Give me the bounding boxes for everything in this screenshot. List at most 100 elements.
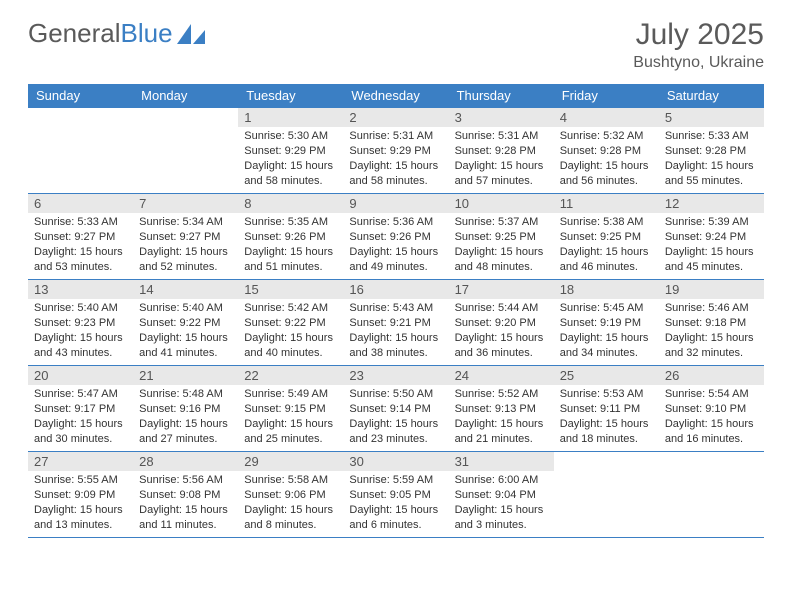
- calendar-day-cell: 29Sunrise: 5:58 AMSunset: 9:06 PMDayligh…: [238, 452, 343, 538]
- calendar-empty-cell: [28, 108, 133, 194]
- day-details: Sunrise: 5:58 AMSunset: 9:06 PMDaylight:…: [238, 471, 343, 536]
- sunrise-line: Sunrise: 5:58 AM: [244, 474, 328, 486]
- calendar-day-cell: 11Sunrise: 5:38 AMSunset: 9:25 PMDayligh…: [554, 194, 659, 280]
- sunset-line: Sunset: 9:29 PM: [349, 145, 430, 157]
- day-details: Sunrise: 5:45 AMSunset: 9:19 PMDaylight:…: [554, 299, 659, 364]
- day-details: Sunrise: 5:56 AMSunset: 9:08 PMDaylight:…: [133, 471, 238, 536]
- day-details: Sunrise: 5:34 AMSunset: 9:27 PMDaylight:…: [133, 213, 238, 278]
- sunset-line: Sunset: 9:23 PM: [34, 317, 115, 329]
- calendar-day-cell: 7Sunrise: 5:34 AMSunset: 9:27 PMDaylight…: [133, 194, 238, 280]
- day-details: Sunrise: 5:55 AMSunset: 9:09 PMDaylight:…: [28, 471, 133, 536]
- sunset-line: Sunset: 9:18 PM: [665, 317, 746, 329]
- daylight-line: Daylight: 15 hours and 58 minutes.: [244, 160, 333, 187]
- sunrise-line: Sunrise: 5:39 AM: [665, 216, 749, 228]
- sunset-line: Sunset: 9:16 PM: [139, 403, 220, 415]
- daylight-line: Daylight: 15 hours and 3 minutes.: [455, 504, 544, 531]
- sunset-line: Sunset: 9:28 PM: [455, 145, 536, 157]
- day-details: Sunrise: 5:49 AMSunset: 9:15 PMDaylight:…: [238, 385, 343, 450]
- day-details: Sunrise: 5:40 AMSunset: 9:23 PMDaylight:…: [28, 299, 133, 364]
- title-block: July 2025 Bushtyno, Ukraine: [633, 18, 764, 72]
- calendar-empty-cell: [659, 452, 764, 538]
- daylight-line: Daylight: 15 hours and 41 minutes.: [139, 332, 228, 359]
- sunset-line: Sunset: 9:26 PM: [244, 231, 325, 243]
- sunset-line: Sunset: 9:14 PM: [349, 403, 430, 415]
- day-number: 28: [133, 452, 238, 471]
- sunset-line: Sunset: 9:22 PM: [244, 317, 325, 329]
- calendar-day-cell: 24Sunrise: 5:52 AMSunset: 9:13 PMDayligh…: [449, 366, 554, 452]
- weekday-header: Sunday: [28, 84, 133, 108]
- day-details: Sunrise: 5:50 AMSunset: 9:14 PMDaylight:…: [343, 385, 448, 450]
- calendar-thead: SundayMondayTuesdayWednesdayThursdayFrid…: [28, 84, 764, 108]
- day-number: 29: [238, 452, 343, 471]
- sunrise-line: Sunrise: 5:59 AM: [349, 474, 433, 486]
- sunset-line: Sunset: 9:09 PM: [34, 489, 115, 501]
- day-details: Sunrise: 5:31 AMSunset: 9:29 PMDaylight:…: [343, 127, 448, 192]
- calendar-day-cell: 10Sunrise: 5:37 AMSunset: 9:25 PMDayligh…: [449, 194, 554, 280]
- sunrise-line: Sunrise: 5:48 AM: [139, 388, 223, 400]
- calendar-empty-cell: [554, 452, 659, 538]
- calendar-week-row: 27Sunrise: 5:55 AMSunset: 9:09 PMDayligh…: [28, 452, 764, 538]
- calendar-table: SundayMondayTuesdayWednesdayThursdayFrid…: [28, 84, 764, 538]
- calendar-empty-cell: [133, 108, 238, 194]
- daylight-line: Daylight: 15 hours and 45 minutes.: [665, 246, 754, 273]
- day-number: 25: [554, 366, 659, 385]
- brand-logo: GeneralBlue: [28, 18, 205, 49]
- calendar-week-row: 20Sunrise: 5:47 AMSunset: 9:17 PMDayligh…: [28, 366, 764, 452]
- day-number: 9: [343, 194, 448, 213]
- sunset-line: Sunset: 9:05 PM: [349, 489, 430, 501]
- daylight-line: Daylight: 15 hours and 11 minutes.: [139, 504, 228, 531]
- weekday-header: Friday: [554, 84, 659, 108]
- calendar-day-cell: 23Sunrise: 5:50 AMSunset: 9:14 PMDayligh…: [343, 366, 448, 452]
- day-details: Sunrise: 6:00 AMSunset: 9:04 PMDaylight:…: [449, 471, 554, 536]
- daylight-line: Daylight: 15 hours and 25 minutes.: [244, 418, 333, 445]
- day-number: 22: [238, 366, 343, 385]
- sunrise-line: Sunrise: 5:36 AM: [349, 216, 433, 228]
- day-number: 11: [554, 194, 659, 213]
- sunrise-line: Sunrise: 5:42 AM: [244, 302, 328, 314]
- day-number: 18: [554, 280, 659, 299]
- daylight-line: Daylight: 15 hours and 18 minutes.: [560, 418, 649, 445]
- brand-part1: General: [28, 18, 121, 49]
- sunrise-line: Sunrise: 5:33 AM: [665, 130, 749, 142]
- sunset-line: Sunset: 9:22 PM: [139, 317, 220, 329]
- sunset-line: Sunset: 9:27 PM: [139, 231, 220, 243]
- calendar-day-cell: 28Sunrise: 5:56 AMSunset: 9:08 PMDayligh…: [133, 452, 238, 538]
- daylight-line: Daylight: 15 hours and 46 minutes.: [560, 246, 649, 273]
- weekday-header: Thursday: [449, 84, 554, 108]
- day-number: 27: [28, 452, 133, 471]
- daylight-line: Daylight: 15 hours and 21 minutes.: [455, 418, 544, 445]
- daylight-line: Daylight: 15 hours and 36 minutes.: [455, 332, 544, 359]
- day-number: 2: [343, 108, 448, 127]
- day-number: 31: [449, 452, 554, 471]
- daylight-line: Daylight: 15 hours and 55 minutes.: [665, 160, 754, 187]
- sunset-line: Sunset: 9:11 PM: [560, 403, 641, 415]
- day-details: Sunrise: 5:42 AMSunset: 9:22 PMDaylight:…: [238, 299, 343, 364]
- day-number: 12: [659, 194, 764, 213]
- sunrise-line: Sunrise: 5:34 AM: [139, 216, 223, 228]
- sunset-line: Sunset: 9:20 PM: [455, 317, 536, 329]
- day-number: 16: [343, 280, 448, 299]
- day-number: 17: [449, 280, 554, 299]
- day-details: Sunrise: 5:32 AMSunset: 9:28 PMDaylight:…: [554, 127, 659, 192]
- calendar-day-cell: 22Sunrise: 5:49 AMSunset: 9:15 PMDayligh…: [238, 366, 343, 452]
- sunset-line: Sunset: 9:28 PM: [560, 145, 641, 157]
- sunrise-line: Sunrise: 5:52 AM: [455, 388, 539, 400]
- sunrise-line: Sunrise: 5:30 AM: [244, 130, 328, 142]
- location-label: Bushtyno, Ukraine: [633, 54, 764, 72]
- sunrise-line: Sunrise: 5:45 AM: [560, 302, 644, 314]
- daylight-line: Daylight: 15 hours and 34 minutes.: [560, 332, 649, 359]
- day-number: 4: [554, 108, 659, 127]
- day-details: Sunrise: 5:33 AMSunset: 9:27 PMDaylight:…: [28, 213, 133, 278]
- calendar-day-cell: 17Sunrise: 5:44 AMSunset: 9:20 PMDayligh…: [449, 280, 554, 366]
- sunrise-line: Sunrise: 5:32 AM: [560, 130, 644, 142]
- sunrise-line: Sunrise: 5:31 AM: [349, 130, 433, 142]
- sunset-line: Sunset: 9:24 PM: [665, 231, 746, 243]
- sunset-line: Sunset: 9:17 PM: [34, 403, 115, 415]
- day-number: 21: [133, 366, 238, 385]
- day-details: Sunrise: 5:48 AMSunset: 9:16 PMDaylight:…: [133, 385, 238, 450]
- day-number: 5: [659, 108, 764, 127]
- calendar-day-cell: 16Sunrise: 5:43 AMSunset: 9:21 PMDayligh…: [343, 280, 448, 366]
- weekday-header: Monday: [133, 84, 238, 108]
- sunset-line: Sunset: 9:10 PM: [665, 403, 746, 415]
- day-details: Sunrise: 5:30 AMSunset: 9:29 PMDaylight:…: [238, 127, 343, 192]
